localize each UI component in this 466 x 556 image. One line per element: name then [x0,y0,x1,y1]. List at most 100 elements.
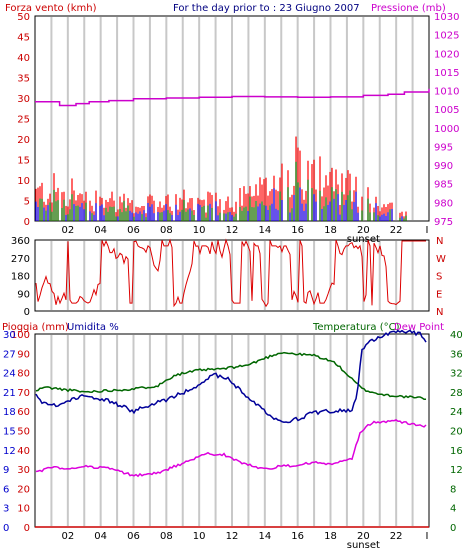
wind-axis-title: Forza vento (kmh) [5,3,97,14]
humidity-tick-label: 21 [3,388,16,399]
wind-tick-label: 50 [17,12,30,23]
temperature-tick-label: 32 [450,369,463,380]
dewpoint-line [35,419,427,478]
pressure-tick-label: 975 [434,217,453,228]
wind-tick-label: 15 [17,156,30,167]
humidity-tick-label: 3 [3,504,9,515]
rain-tick-label: 100 [11,330,30,341]
rain-tick-label: 10 [17,504,30,515]
humidity-tick-label: 27 [3,349,16,360]
rain-tick-label: 50 [17,427,30,438]
pressure-tick-label: 1020 [434,49,459,60]
rain-axis-title: Pioggia (mm) [2,322,69,333]
sunset-label: sunset [347,234,380,245]
wind-tick-label: 20 [17,135,30,146]
wind-tick-label: 40 [17,53,30,64]
humidity-tick-label: 24 [3,369,16,380]
x-tick-label: 06 [127,531,140,542]
humidity-tick-label: 30 [3,330,16,341]
rain-tick-label: 40 [17,446,30,457]
x-tick-label: 10 [193,225,206,236]
compass-label: S [436,272,442,283]
temperature-tick-label: 8 [450,484,456,495]
pressure-tick-label: 990 [434,161,453,172]
compass-label: E [436,289,442,300]
temperature-tick-label: 28 [450,388,463,399]
pressure-line [35,88,430,107]
humidity-tick-label: 15 [3,427,16,438]
x-tick-label: 12 [226,531,239,542]
humidity-tick-label: 0 [3,523,9,534]
temperature-axis-title: Temperatura (°C) [312,322,400,333]
humidity-tick-label: 12 [3,446,16,457]
pressure-tick-label: 1010 [434,87,459,98]
direction-tick-label: 0 [24,307,30,318]
compass-label: N [436,236,443,247]
rain-tick-label: 20 [17,484,30,495]
temperature-tick-label: 4 [450,504,456,515]
pressure-tick-label: 1030 [434,12,459,23]
rain-tick-label: 90 [17,349,30,360]
pressure-tick-label: 1000 [434,124,459,135]
x-tick-label: 18 [324,225,337,236]
pressure-tick-label: 1025 [434,31,459,42]
x-tick-label: 02 [61,225,74,236]
wind-tick-label: 25 [17,115,30,126]
pressure-tick-label: 1005 [434,105,459,116]
x-tick-label: 22 [390,531,403,542]
x-tick-label: 16 [291,225,304,236]
x-tick-label: 14 [258,225,271,236]
temperature-tick-label: 36 [450,349,463,360]
sunset-label: sunset [347,540,380,551]
end-marker: I [426,531,429,542]
compass-label: N [436,307,443,318]
temperature-line [35,351,426,400]
x-tick-label: 18 [324,531,337,542]
chart-title: For the day prior to : 23 Giugno 2007 [173,3,360,14]
temperature-tick-label: 16 [450,446,463,457]
humidity-tick-label: 9 [3,465,9,476]
wind-direction-line [35,238,426,308]
pressure-tick-label: 995 [434,142,453,153]
direction-tick-label: 360 [11,236,30,247]
wind-tick-label: 45 [17,33,30,44]
x-tick-label: 06 [127,225,140,236]
humidity-axis-title: Umidita % [67,322,119,333]
direction-tick-label: 270 [11,254,30,265]
pressure-axis-title: Pressione (mb) [371,3,446,14]
pressure-tick-label: 985 [434,180,453,191]
rain-tick-label: 30 [17,465,30,476]
wind-tick-label: 5 [24,197,30,208]
compass-label: W [436,254,446,265]
dewpoint-axis-title: Dew Point [394,322,444,333]
x-tick-label: 14 [258,531,271,542]
wind-tick-label: 35 [17,74,30,85]
rain-tick-label: 80 [17,369,30,380]
x-tick-label: 08 [160,225,173,236]
x-tick-label: 12 [226,225,239,236]
temperature-tick-label: 0 [450,523,456,534]
humidity-tick-label: 18 [3,407,16,418]
direction-tick-label: 90 [17,289,30,300]
x-tick-label: 04 [94,531,107,542]
wind-tick-label: 0 [24,217,30,228]
x-tick-label: 08 [160,531,173,542]
wind-tick-label: 30 [17,94,30,105]
end-marker: I [426,225,429,236]
humidity-tick-label: 6 [3,484,9,495]
temperature-tick-label: 20 [450,427,463,438]
humidity-line [35,329,427,424]
temperature-tick-label: 24 [450,407,463,418]
direction-tick-label: 180 [11,272,30,283]
wind-tick-label: 10 [17,176,30,187]
x-tick-label: 20 [357,225,370,236]
temperature-tick-label: 12 [450,465,463,476]
rain-tick-label: 0 [24,523,30,534]
x-tick-label: 20 [357,531,370,542]
x-tick-label: 10 [193,531,206,542]
x-tick-label: 04 [94,225,107,236]
rain-tick-label: 70 [17,388,30,399]
rain-tick-label: 60 [17,407,30,418]
